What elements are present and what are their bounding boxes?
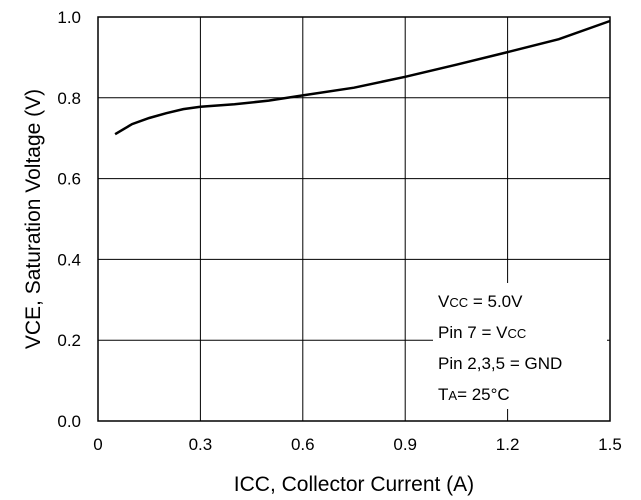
series-line — [114, 19, 611, 136]
x-tick-label: 0 — [93, 435, 102, 454]
x-tick-label: 0.6 — [291, 435, 315, 454]
plot-area — [97, 16, 611, 422]
y-tick-label: 0.8 — [57, 89, 81, 108]
annotation-background — [433, 283, 607, 409]
annotation-line: Pin 7 = VCC — [438, 323, 526, 342]
x-tick-label: 0.9 — [393, 435, 417, 454]
x-tick-label: 0.3 — [189, 435, 213, 454]
annotation-line: Pin 2,3,5 = GND — [438, 354, 562, 373]
y-tick-label: 0.4 — [57, 250, 81, 269]
annotation-line: VCC = 5.0V — [438, 292, 523, 311]
y-tick-label: 1.0 — [57, 8, 81, 27]
tick-labels: 0 0.3 0.6 0.9 1.2 1.5 0.0 0.2 0.4 0.6 0.8 1.0 — [57, 8, 621, 454]
x-tick-label: 1.5 — [598, 435, 622, 454]
y-tick-label: 0.2 — [57, 331, 81, 350]
x-axis-label: ICC, Collector Current (A) — [234, 473, 474, 496]
conditions-annotation: VCC = 5.0V Pin 7 = VCC Pin 2,3,5 = GND TA= … — [433, 283, 607, 409]
y-tick-label: 0.0 — [57, 412, 81, 431]
x-tick-label: 1.2 — [496, 435, 520, 454]
annotation-line: TA= 25°C — [438, 385, 510, 404]
y-axis-label: VCE, Saturation Voltage (V) — [22, 89, 45, 349]
y-tick-label: 0.6 — [57, 170, 81, 189]
